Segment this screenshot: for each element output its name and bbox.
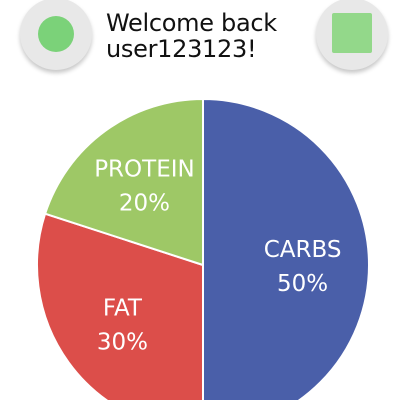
pie-percent-carbs: 50% <box>277 271 328 297</box>
pie-percent-fat: 30% <box>97 330 148 356</box>
profile-button[interactable] <box>20 0 92 70</box>
pie-slice-carbs[interactable] <box>202 97 370 400</box>
pie-label-protein: PROTEIN <box>94 156 195 182</box>
square-icon <box>332 13 372 53</box>
pie-percent-protein: 20% <box>119 190 170 216</box>
circle-icon <box>38 16 74 52</box>
pie-slice-protein[interactable] <box>43 97 204 267</box>
pie-label-carbs: CARBS <box>264 237 342 263</box>
welcome-message: Welcome back user123123! <box>106 10 277 62</box>
welcome-username: user123123! <box>106 35 257 63</box>
welcome-line-1: Welcome back <box>106 9 277 37</box>
header: Welcome back user123123! <box>0 0 403 90</box>
menu-button[interactable] <box>316 0 388 70</box>
pie-label-fat: FAT <box>103 296 143 322</box>
pie-slice-fat[interactable] <box>36 212 204 400</box>
